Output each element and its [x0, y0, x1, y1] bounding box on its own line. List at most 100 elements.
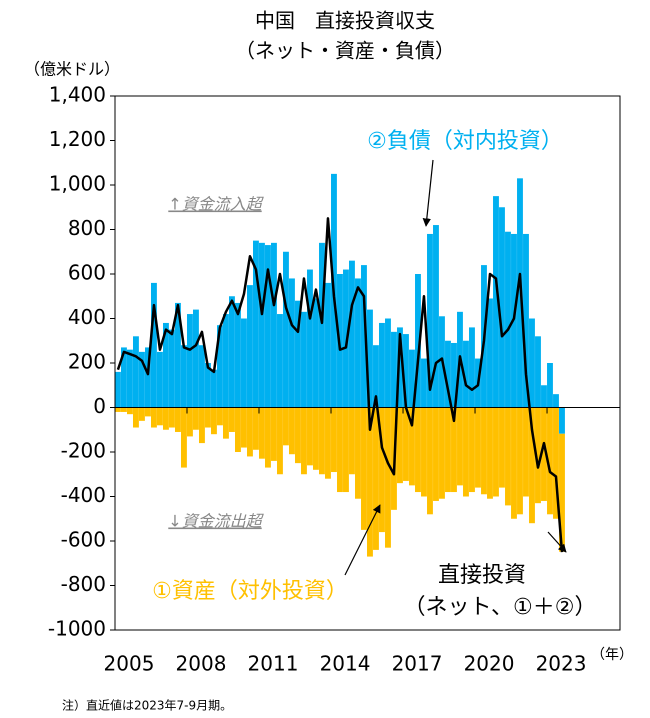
bar [367, 309, 373, 408]
bar [223, 407, 229, 439]
bar [121, 407, 127, 412]
bar [265, 407, 271, 468]
bar [259, 242, 265, 408]
bar [187, 314, 193, 408]
bar [547, 363, 553, 408]
bar [289, 407, 295, 455]
bar [439, 407, 445, 499]
bar [451, 342, 457, 408]
bar [523, 407, 529, 497]
y-tick-label: 600 [68, 261, 106, 285]
bar [475, 407, 481, 488]
bar [457, 407, 463, 486]
bar [559, 433, 565, 552]
bar [469, 407, 475, 493]
x-tick-label: 2014 [320, 652, 371, 676]
bar [265, 245, 271, 408]
bar [151, 282, 157, 408]
bar [235, 407, 241, 452]
bar [319, 407, 325, 475]
bar [259, 407, 265, 459]
annotation: ↓資金流出超 [168, 512, 264, 531]
bar [181, 345, 187, 408]
bar [193, 407, 199, 430]
bar [151, 407, 157, 428]
series-label: 直接投資 [438, 563, 526, 588]
bar [127, 349, 133, 408]
bar [205, 363, 211, 408]
bar [445, 407, 451, 493]
bar [115, 371, 121, 408]
bar [553, 407, 559, 519]
bar [175, 302, 181, 408]
y-tick-label: 1,200 [49, 127, 106, 151]
bar [427, 233, 433, 408]
bar [385, 318, 391, 408]
x-tick-label: 2008 [176, 652, 227, 676]
bar [403, 407, 409, 481]
bar [421, 358, 427, 408]
series-label: ①資産（対外投資） [152, 579, 348, 604]
bar [541, 385, 547, 408]
y-tick-label: -1000 [48, 617, 106, 641]
y-tick-label: 0 [93, 394, 106, 418]
bar [325, 282, 331, 408]
bar [247, 407, 253, 457]
bar [523, 233, 529, 408]
bar [193, 309, 199, 408]
bar [535, 336, 541, 408]
bar [301, 311, 307, 408]
arrow [547, 531, 567, 553]
bar [319, 242, 325, 408]
bar [139, 351, 145, 408]
annotation: （ネット、①＋②） [403, 595, 596, 620]
bar [535, 407, 541, 504]
bar [499, 407, 505, 488]
y-tick-label: -600 [61, 528, 106, 552]
bar [241, 407, 247, 448]
bar [529, 318, 535, 408]
bar [271, 242, 277, 408]
bar [361, 265, 367, 408]
bar [349, 260, 355, 408]
x-tick-label: 2020 [464, 652, 515, 676]
x-tick-label: 2023 [536, 652, 587, 676]
y-tick-label: 1,000 [49, 172, 106, 196]
bar [493, 407, 499, 497]
bar [133, 336, 139, 408]
bar [343, 269, 349, 408]
plot-area [115, 173, 620, 557]
bar [451, 407, 457, 493]
bar [379, 407, 385, 533]
y-tick-label: 1,400 [49, 83, 106, 107]
bar [445, 340, 451, 408]
bar [241, 318, 247, 408]
bar [229, 407, 235, 432]
bar [355, 407, 361, 499]
bar [289, 278, 295, 408]
bar [331, 407, 337, 473]
bar [397, 327, 403, 408]
bar [505, 407, 511, 506]
bar [277, 407, 283, 475]
bar [403, 334, 409, 408]
bar [283, 407, 289, 446]
bar [391, 331, 397, 408]
annotation: ↑資金流入超 [168, 195, 264, 214]
bar [163, 407, 169, 430]
bar [133, 407, 139, 428]
bar [295, 300, 301, 408]
bar [313, 298, 319, 408]
y-tick-label: -400 [61, 483, 106, 507]
bar [127, 407, 133, 415]
bar [511, 407, 517, 519]
bar [355, 278, 361, 408]
bar [361, 407, 367, 530]
bar [139, 407, 145, 421]
bar [373, 345, 379, 408]
bar [235, 302, 241, 408]
bar [487, 407, 493, 499]
bar [211, 369, 217, 408]
bar [481, 407, 487, 495]
